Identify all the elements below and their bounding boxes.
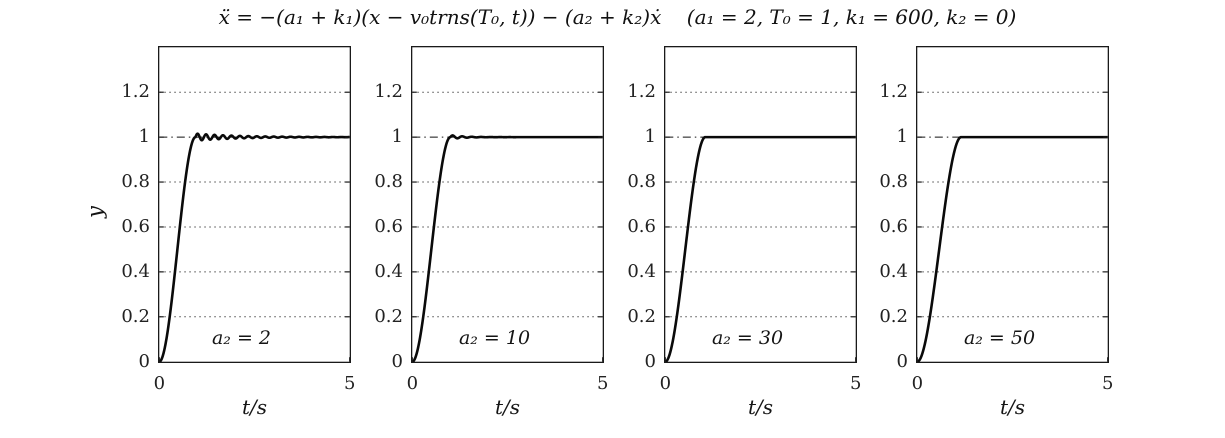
x-axis-label: t/s — [747, 395, 774, 419]
y-tick-label: 1 — [896, 126, 908, 148]
y-tick-label: 1 — [644, 126, 656, 148]
response-curve — [411, 134, 604, 363]
plot-area — [410, 45, 604, 364]
y-tick-label: 1.2 — [121, 81, 150, 103]
x-tick-label: 5 — [1101, 373, 1114, 394]
annotation-a2-value: a₂ = 30 — [711, 327, 784, 349]
x-tick-label: 0 — [406, 373, 419, 394]
x-tick-label: 0 — [911, 373, 924, 394]
annotation-a2-value: a₂ = 2 — [211, 327, 272, 349]
response-curve — [916, 135, 1109, 363]
y-tick-label: 0.4 — [121, 260, 150, 282]
y-tick-label: 1.2 — [879, 81, 908, 103]
annotation-a2-value: a₂ = 10 — [458, 327, 531, 349]
plot-area — [663, 45, 857, 364]
x-tick-label: 5 — [343, 373, 356, 394]
x-axis-label: t/s — [241, 395, 268, 419]
y-tick-label: 0.6 — [879, 215, 908, 237]
y-tick-label: 0.8 — [879, 171, 908, 193]
y-tick-label: 0 — [896, 350, 908, 372]
subplot-a2-10: a₂ = 10 t/s 0 0.2 0.4 0.6 0.8 1 1.2 0 5 — [374, 45, 608, 419]
y-tick-label: 0.6 — [374, 215, 403, 237]
x-tick-label: 5 — [596, 373, 609, 394]
subplot-a2-50: a₂ = 50 t/s 0 0.2 0.4 0.6 0.8 1 1.2 0 5 — [879, 45, 1113, 419]
subplot-a2-2: a₂ = 2 t/s 0 0.2 0.4 0.6 0.8 1 1.2 0 5 — [121, 45, 355, 419]
y-tick-label: 1.2 — [627, 81, 656, 103]
x-tick-label: 0 — [153, 373, 166, 394]
y-tick-label: 0.2 — [374, 305, 403, 327]
y-tick-label: 0.4 — [879, 260, 908, 282]
y-tick-label: 0.4 — [374, 260, 403, 282]
subplot-a2-30: a₂ = 30 t/s 0 0.2 0.4 0.6 0.8 1 1.2 0 5 — [627, 45, 861, 419]
y-tick-label: 1 — [138, 126, 150, 148]
y-tick-label: 0.6 — [121, 215, 150, 237]
y-tick-label: 0.2 — [121, 305, 150, 327]
figure-title: ẍ = −(a₁ + k₁)(x − v₀trns(T₀, t)) − (a₂ … — [218, 5, 1017, 29]
y-tick-label: 0.6 — [627, 215, 656, 237]
y-tick-label: 0.8 — [627, 171, 656, 193]
x-axis-label: t/s — [999, 395, 1026, 419]
y-tick-label: 0.2 — [627, 305, 656, 327]
response-curve — [664, 135, 857, 363]
x-tick-label: 0 — [659, 373, 672, 394]
x-tick-label: 5 — [849, 373, 862, 394]
y-tick-label: 0.2 — [879, 305, 908, 327]
y-tick-label: 0 — [138, 350, 150, 372]
x-axis-label: t/s — [494, 395, 521, 419]
y-tick-label: 0.4 — [627, 260, 656, 282]
y-tick-label: 1.2 — [374, 81, 403, 103]
annotation-a2-value: a₂ = 50 — [963, 327, 1036, 349]
y-tick-label: 0.8 — [121, 171, 150, 193]
y-tick-label: 0 — [644, 350, 656, 372]
y-tick-label: 1 — [391, 126, 403, 148]
y-tick-label: 0 — [391, 350, 403, 372]
plot-area — [157, 45, 351, 364]
y-tick-label: 0.8 — [374, 171, 403, 193]
response-curve — [158, 132, 351, 363]
plot-area — [915, 45, 1109, 364]
